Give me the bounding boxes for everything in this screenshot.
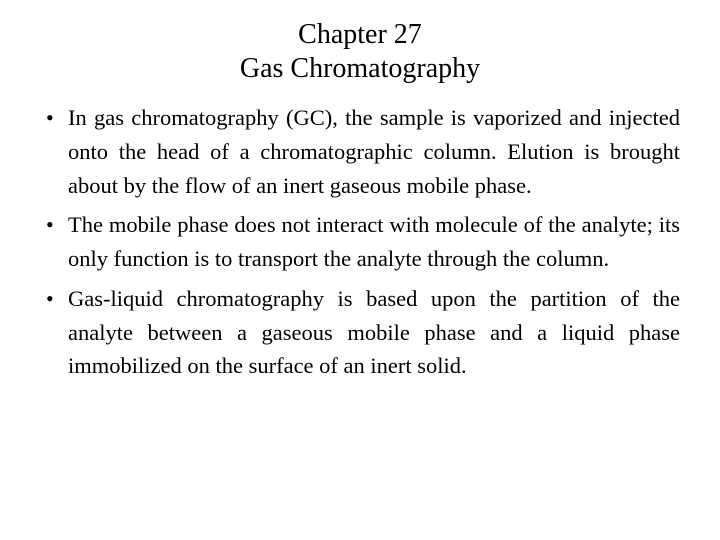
title-block: Chapter 27 Gas Chromatography [40,18,680,85]
list-item: The mobile phase does not interact with … [40,208,680,276]
bullet-list: In gas chromatography (GC), the sample i… [40,101,680,383]
chapter-title: Gas Chromatography [40,52,680,86]
chapter-number: Chapter 27 [40,18,680,52]
list-item: In gas chromatography (GC), the sample i… [40,101,680,202]
list-item: Gas-liquid chromatography is based upon … [40,282,680,383]
